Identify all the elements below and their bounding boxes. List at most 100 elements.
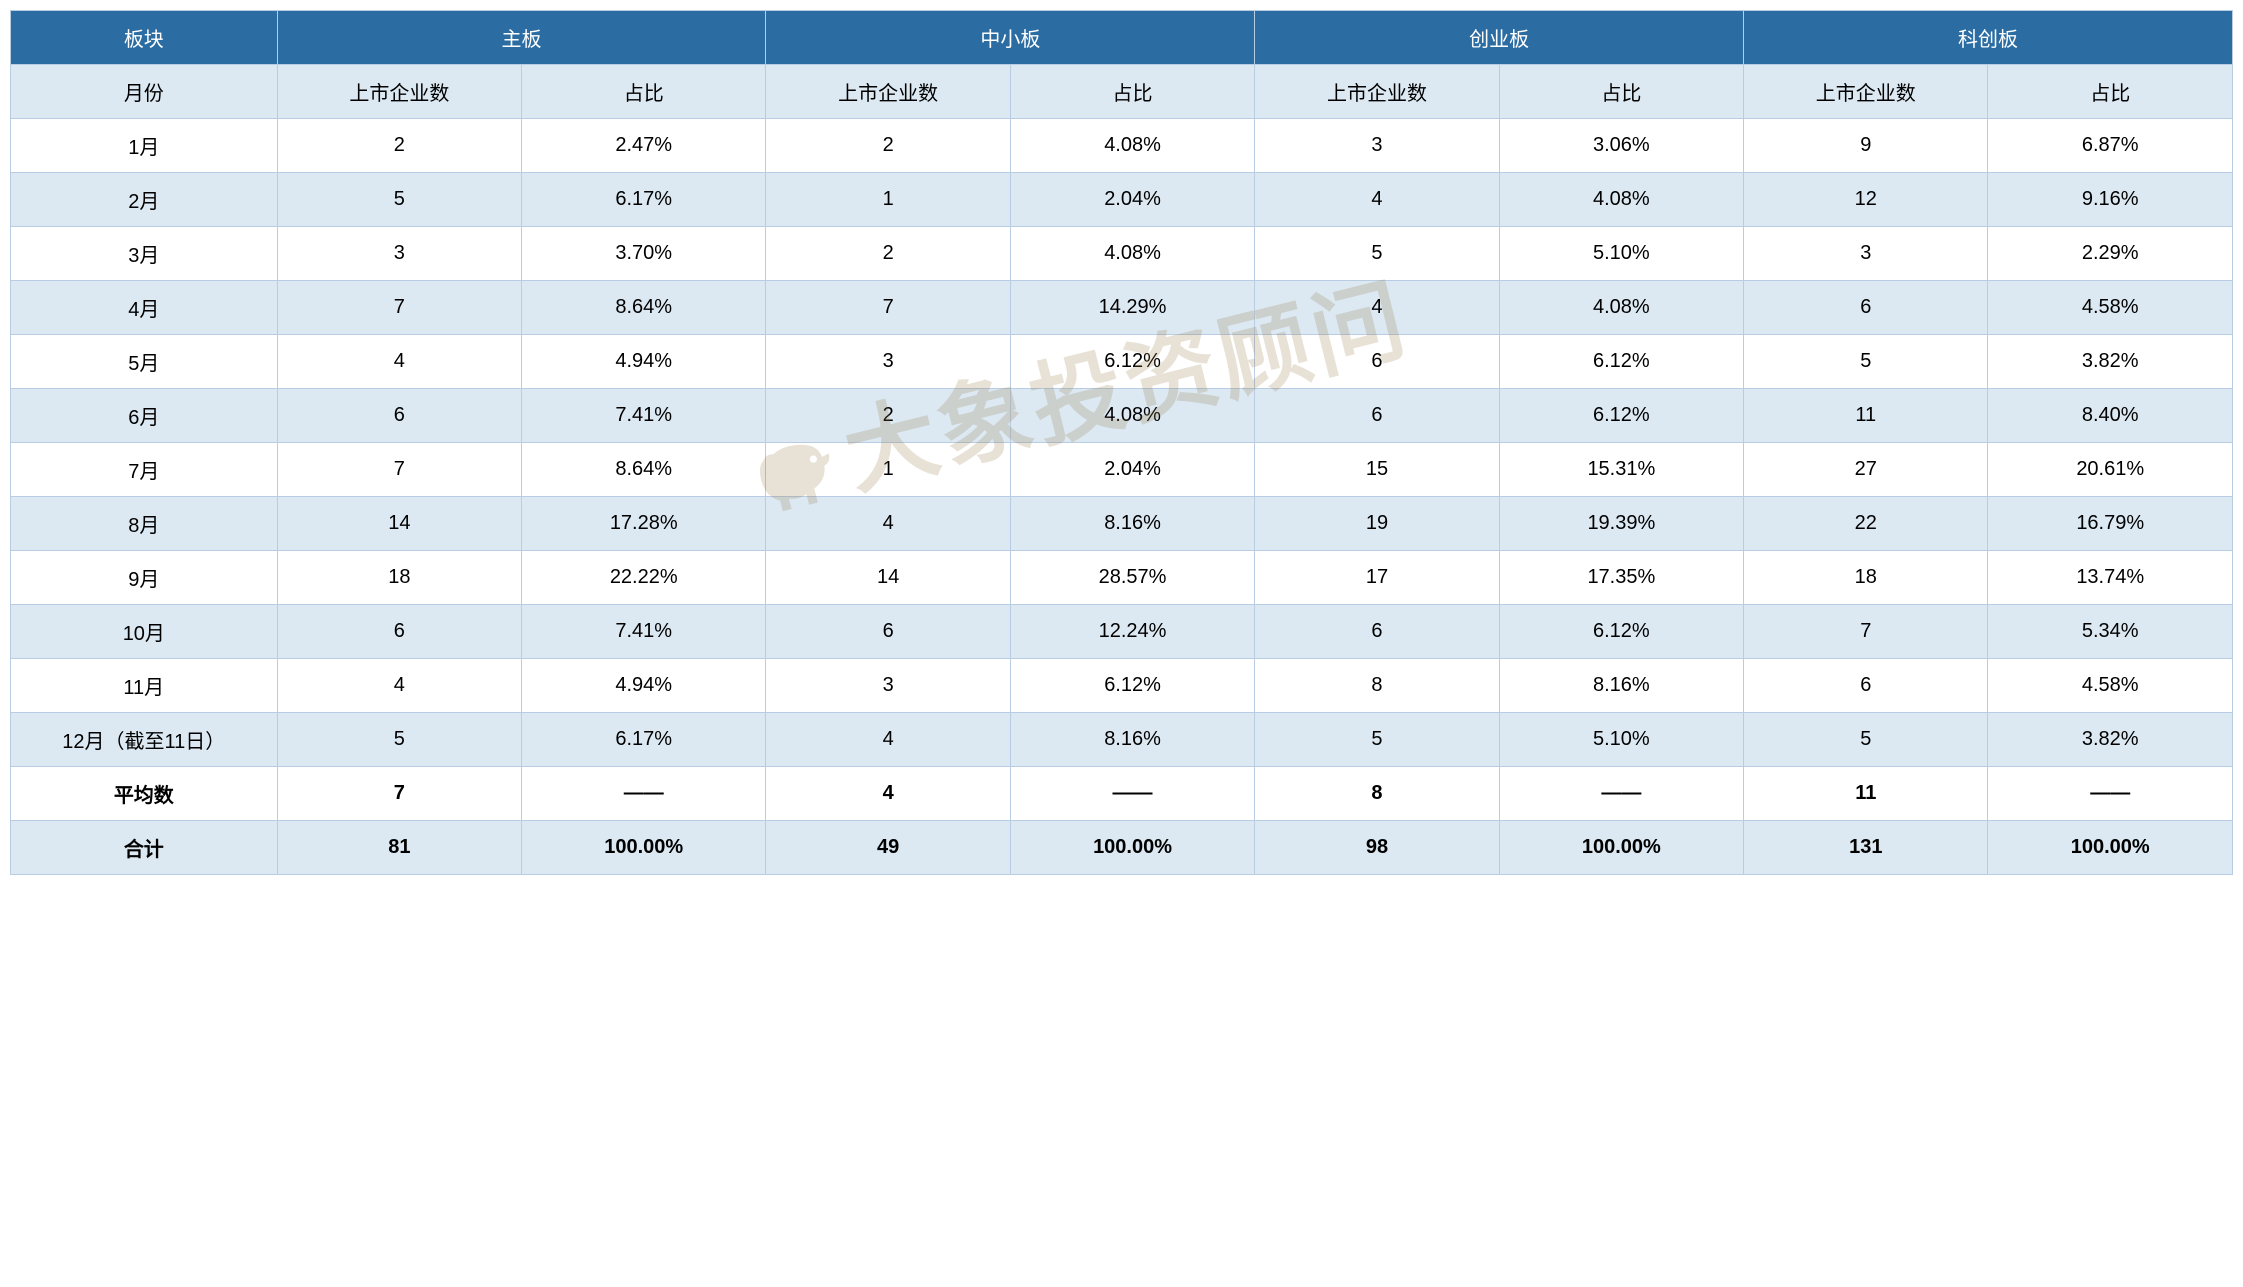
cell-month: 2月 (11, 173, 278, 227)
cell-b2c: 6 (1255, 335, 1499, 389)
cell-b3c: 6 (1744, 659, 1988, 713)
header-row-sub: 月份 上市企业数 占比 上市企业数 占比 上市企业数 占比 上市企业数 占比 (11, 65, 2233, 119)
cell-b1c: 1 (766, 173, 1010, 227)
cell-b1r: 8.16% (1010, 497, 1254, 551)
cell-b3r: —— (1988, 767, 2233, 821)
cell-b1r: 2.04% (1010, 443, 1254, 497)
cell-b0c: 5 (277, 713, 521, 767)
cell-b2c: 5 (1255, 227, 1499, 281)
cell-b2c: 3 (1255, 119, 1499, 173)
cell-b1r: —— (1010, 767, 1254, 821)
cell-b1c: 14 (766, 551, 1010, 605)
table-row: 12月（截至11日）56.17%48.16%55.10%53.82% (11, 713, 2233, 767)
cell-b2r: 3.06% (1499, 119, 1743, 173)
cell-b3c: 27 (1744, 443, 1988, 497)
header-board-sme: 中小板 (766, 11, 1255, 65)
cell-month: 合计 (11, 821, 278, 875)
header-ratio-2: 占比 (1499, 65, 1743, 119)
cell-b0r: 22.22% (522, 551, 766, 605)
cell-b0c: 4 (277, 335, 521, 389)
cell-b0c: 3 (277, 227, 521, 281)
cell-b2c: 6 (1255, 389, 1499, 443)
cell-b2c: 4 (1255, 281, 1499, 335)
cell-b0r: 6.17% (522, 713, 766, 767)
cell-b0r: 100.00% (522, 821, 766, 875)
cell-b1c: 3 (766, 335, 1010, 389)
cell-b3c: 3 (1744, 227, 1988, 281)
cell-b0c: 5 (277, 173, 521, 227)
table-row: 2月56.17%12.04%44.08%129.16% (11, 173, 2233, 227)
cell-b3c: 6 (1744, 281, 1988, 335)
cell-b3r: 20.61% (1988, 443, 2233, 497)
table-row: 6月67.41%24.08%66.12%118.40% (11, 389, 2233, 443)
cell-b3r: 13.74% (1988, 551, 2233, 605)
cell-b2r: 6.12% (1499, 389, 1743, 443)
table-row: 4月78.64%714.29%44.08%64.58% (11, 281, 2233, 335)
cell-b0r: 4.94% (522, 335, 766, 389)
cell-b2c: 98 (1255, 821, 1499, 875)
cell-b1c: 2 (766, 227, 1010, 281)
cell-b0r: 6.17% (522, 173, 766, 227)
cell-b0r: 2.47% (522, 119, 766, 173)
cell-month: 平均数 (11, 767, 278, 821)
table-row: 5月44.94%36.12%66.12%53.82% (11, 335, 2233, 389)
header-count-3: 上市企业数 (1744, 65, 1988, 119)
table-row: 10月67.41%612.24%66.12%75.34% (11, 605, 2233, 659)
cell-b2r: 15.31% (1499, 443, 1743, 497)
cell-b3r: 2.29% (1988, 227, 2233, 281)
cell-b2r: 6.12% (1499, 335, 1743, 389)
cell-b3r: 4.58% (1988, 281, 2233, 335)
cell-b2r: 6.12% (1499, 605, 1743, 659)
header-board-main: 主板 (277, 11, 766, 65)
header-board-gem: 创业板 (1255, 11, 1744, 65)
cell-b0r: 8.64% (522, 281, 766, 335)
cell-b0c: 18 (277, 551, 521, 605)
cell-b3c: 5 (1744, 335, 1988, 389)
cell-b0c: 7 (277, 281, 521, 335)
cell-month: 5月 (11, 335, 278, 389)
cell-b3r: 8.40% (1988, 389, 2233, 443)
header-ratio-3: 占比 (1988, 65, 2233, 119)
cell-b2r: 100.00% (1499, 821, 1743, 875)
cell-b2c: 15 (1255, 443, 1499, 497)
cell-b2r: 8.16% (1499, 659, 1743, 713)
cell-b0r: 8.64% (522, 443, 766, 497)
header-ratio-0: 占比 (522, 65, 766, 119)
ipo-board-table: 板块 主板 中小板 创业板 科创板 月份 上市企业数 占比 上市企业数 占比 上… (10, 10, 2233, 875)
table-row: 11月44.94%36.12%88.16%64.58% (11, 659, 2233, 713)
cell-b2c: 17 (1255, 551, 1499, 605)
header-count-1: 上市企业数 (766, 65, 1010, 119)
cell-b1r: 6.12% (1010, 335, 1254, 389)
cell-b1r: 28.57% (1010, 551, 1254, 605)
cell-b3r: 6.87% (1988, 119, 2233, 173)
cell-b1r: 8.16% (1010, 713, 1254, 767)
cell-month: 6月 (11, 389, 278, 443)
cell-b1c: 3 (766, 659, 1010, 713)
table-row: 3月33.70%24.08%55.10%32.29% (11, 227, 2233, 281)
cell-b2r: —— (1499, 767, 1743, 821)
cell-b1r: 12.24% (1010, 605, 1254, 659)
cell-b3r: 16.79% (1988, 497, 2233, 551)
table-row: 合计81100.00%49100.00%98100.00%131100.00% (11, 821, 2233, 875)
cell-b1r: 14.29% (1010, 281, 1254, 335)
cell-b3r: 3.82% (1988, 335, 2233, 389)
cell-b0c: 2 (277, 119, 521, 173)
table-container: 大象投资顾问 板块 主板 中小板 创业板 科创板 月份 上市企业数 占比 上市企… (10, 10, 2233, 875)
cell-b3c: 22 (1744, 497, 1988, 551)
cell-b2c: 6 (1255, 605, 1499, 659)
cell-month: 12月（截至11日） (11, 713, 278, 767)
cell-b1c: 1 (766, 443, 1010, 497)
cell-b1r: 2.04% (1010, 173, 1254, 227)
header-month: 月份 (11, 65, 278, 119)
cell-b3c: 5 (1744, 713, 1988, 767)
cell-month: 9月 (11, 551, 278, 605)
cell-b2r: 4.08% (1499, 173, 1743, 227)
cell-b2c: 8 (1255, 767, 1499, 821)
cell-b1c: 4 (766, 497, 1010, 551)
cell-b2c: 19 (1255, 497, 1499, 551)
cell-b2r: 19.39% (1499, 497, 1743, 551)
cell-b2r: 17.35% (1499, 551, 1743, 605)
cell-b0r: 7.41% (522, 389, 766, 443)
cell-month: 8月 (11, 497, 278, 551)
cell-b1r: 6.12% (1010, 659, 1254, 713)
